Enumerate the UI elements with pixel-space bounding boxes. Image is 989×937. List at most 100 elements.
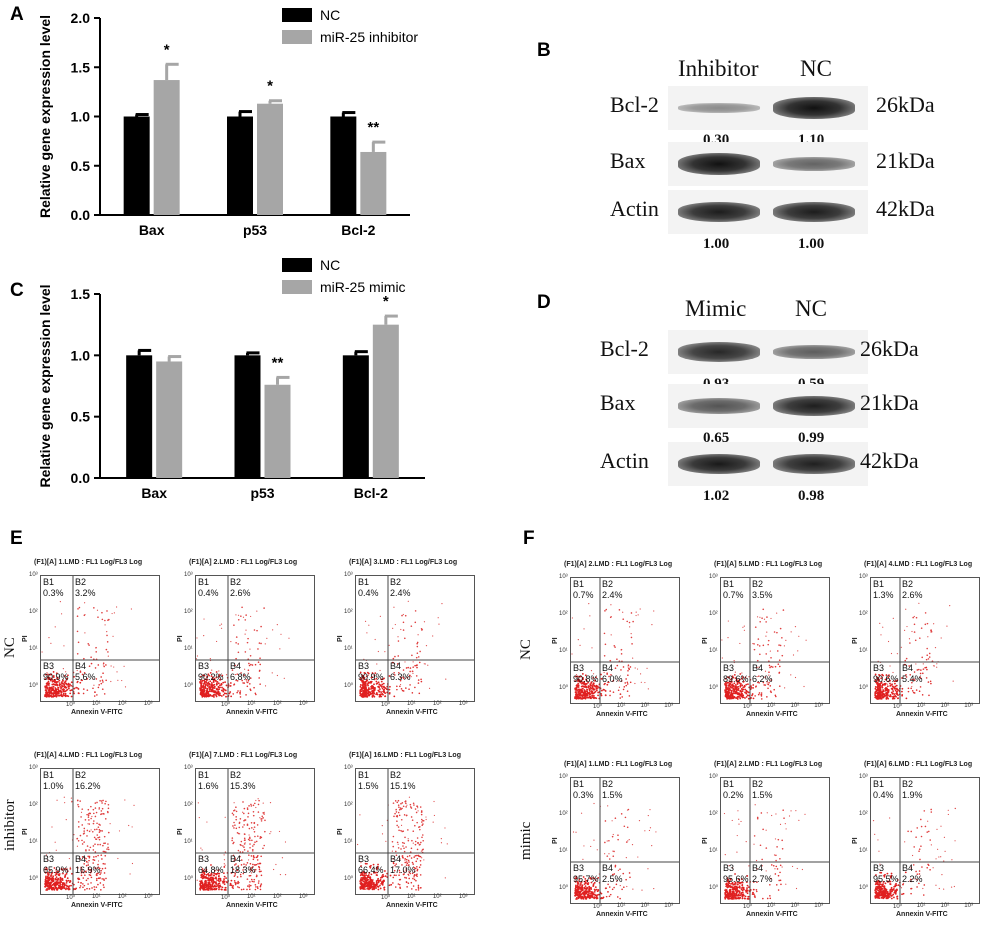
blot-b-band [773,97,855,119]
facs-e-quadrant-name: B1 [198,770,210,780]
facs-f-scatter-dots [871,578,979,703]
facs-f-plot-title: (F1)[A] 1.LMD : FL1 Log/FL3 Log [564,761,673,768]
facs-f-y-tick: 10³ [559,774,568,780]
chart-a-xtick-label: p53 [243,222,267,238]
facs-f-quadrant-name: B1 [873,579,885,589]
facs-f-quadrant-name: B2 [752,779,764,789]
facs-f-quadrant-name: B2 [752,579,764,589]
chart-a-xtick-label: Bcl-2 [341,222,375,238]
facs-f-quadrant-name: B4 [902,663,914,673]
facs-e-quadrant-value: 17.0% [390,865,416,875]
facs-e-x-tick: 10⁰ [221,702,231,708]
facs-f-quadrant-name: B2 [902,579,914,589]
blot-b-band [678,202,760,222]
blot-d-band [773,454,855,474]
facs-f-y-tick: 10² [709,810,718,817]
facs-f-quadrant-value: 2.6% [902,590,923,600]
facs-e-plot-title: (F1)[A] 2.LMD : FL1 Log/FL3 Log [189,559,298,566]
blot-b-row-label: Actin [610,196,659,221]
facs-f-quadrant-value: 0.7% [723,590,744,600]
facs-f-quadrant-value: 1.5% [752,790,773,800]
facs-f-y-tick: 10¹ [859,647,868,654]
chart-a-bar-p53-nc [227,116,253,215]
facs-f-x-tick: 10³ [964,903,973,909]
facs-f-quadrant-name: B3 [873,863,885,873]
facs-e-scatter-dots [356,576,474,701]
facs-e-y-tick: 10³ [344,572,353,578]
facs-f-y-tick: 10³ [859,774,868,780]
facs-e-quadrant-name: B1 [358,770,370,780]
facs-e-quadrant-value: 15.3% [230,781,256,791]
facs-e-y-tick: 10³ [344,765,353,771]
facs-e-quadrant-value: 5.6% [75,672,96,682]
facs-e-x-axis-label: Annexin V-FITC [386,709,438,716]
blot-d-band [678,453,760,475]
blot-d-kda-label: 42kDa [860,448,919,473]
facs-e-quadrant-name: B2 [75,770,87,780]
chart-c-significance: ** [272,354,284,371]
facs-e-scatter-plot [195,768,315,895]
facs-f-y-tick: 10² [859,610,868,617]
facs-f-scatter-plot [720,777,830,904]
chart-c-bar-p53-nc [234,355,261,478]
facs-e-y-tick: 10⁰ [29,876,39,883]
facs-e-row-label: NC [2,636,18,658]
facs-f-quadrant-name: B2 [902,779,914,789]
facs-f-row-label: mimic [518,821,534,860]
facs-e-quadrant-value: 0.3% [43,588,64,598]
facs-f-quadrant-name: B4 [902,863,914,873]
facs-e-y-axis-label: PI [337,634,344,642]
chart-c-ytick-label: 1.5 [71,286,91,302]
facs-e-quadrant-name: B2 [230,577,242,587]
blot-b-band [678,152,760,176]
facs-e-plot-title: (F1)[A] 1.LMD : FL1 Log/FL3 Log [34,559,143,566]
facs-e-quadrant-value: 1.6% [198,781,219,791]
facs-e-scatter-plot [40,575,160,702]
facs-e-quadrant-name: B2 [390,770,402,780]
facs-f-scatter-plot [720,577,830,704]
facs-e-x-tick: 10² [272,701,282,707]
blot-d-band [678,398,760,414]
facs-f-x-tick: 10³ [664,703,673,709]
chart-a-ytick-label: 2.0 [71,10,91,26]
facs-e-x-tick: 10³ [143,701,153,707]
facs-f-y-tick: 10⁰ [859,885,869,892]
facs-e-quadrant-value: 90.9% [358,672,384,682]
facs-e-quadrant-name: B2 [230,770,242,780]
facs-e-row-label: inhibitor [2,798,18,851]
facs-f-y-tick: 10¹ [559,847,568,854]
facs-f-x-tick: 10⁰ [593,704,603,710]
facs-f-x-tick: 10² [640,703,650,709]
facs-e-x-tick: 10¹ [246,701,256,707]
facs-f-quadrant-value: 95.5% [873,874,899,884]
facs-e-y-tick: 10² [29,801,38,808]
facs-f-x-tick: 10³ [964,703,973,709]
facs-f-plot-title: (F1)[A] 2.LMD : FL1 Log/FL3 Log [714,761,823,768]
facs-f-scatter-plot [570,577,680,704]
facs-f-quadrant-name: B3 [723,663,735,673]
facs-f-x-tick: 10¹ [916,903,926,909]
chart-a-y-axis-label: Relative gene expression level [37,15,53,218]
facs-e-quadrant-name: B3 [358,854,370,864]
facs-f-scatter-dots [721,778,829,903]
facs-e-y-axis-label: PI [22,827,29,835]
facs-f-x-tick: 10⁰ [743,904,753,910]
facs-e-y-tick: 10¹ [344,645,353,652]
facs-e-y-tick: 10⁰ [344,876,354,883]
facs-f-x-tick: 10⁰ [893,704,903,710]
chart-a-ytick-label: 0.5 [71,158,91,174]
facs-f-quadrant-value: 0.4% [873,790,894,800]
blot-b-kda-label: 26kDa [876,92,935,117]
facs-f-x-tick: 10¹ [916,703,926,709]
facs-e-scatter-plot [195,575,315,702]
facs-e-x-tick: 10³ [458,894,468,900]
blot-b-kda-label: 42kDa [876,196,935,221]
facs-e-quadrant-value: 65.9% [43,865,69,875]
facs-e-scatter-plot [40,768,160,895]
chart-c-bar-Bax-nc [126,355,153,478]
facs-e-x-tick: 10⁰ [66,702,76,708]
facs-f-quadrant-value: 0.3% [573,790,594,800]
facs-e-quadrant-name: B3 [43,854,55,864]
blot-d-band [773,344,855,360]
facs-f-quadrant-value: 6.2% [752,674,773,684]
